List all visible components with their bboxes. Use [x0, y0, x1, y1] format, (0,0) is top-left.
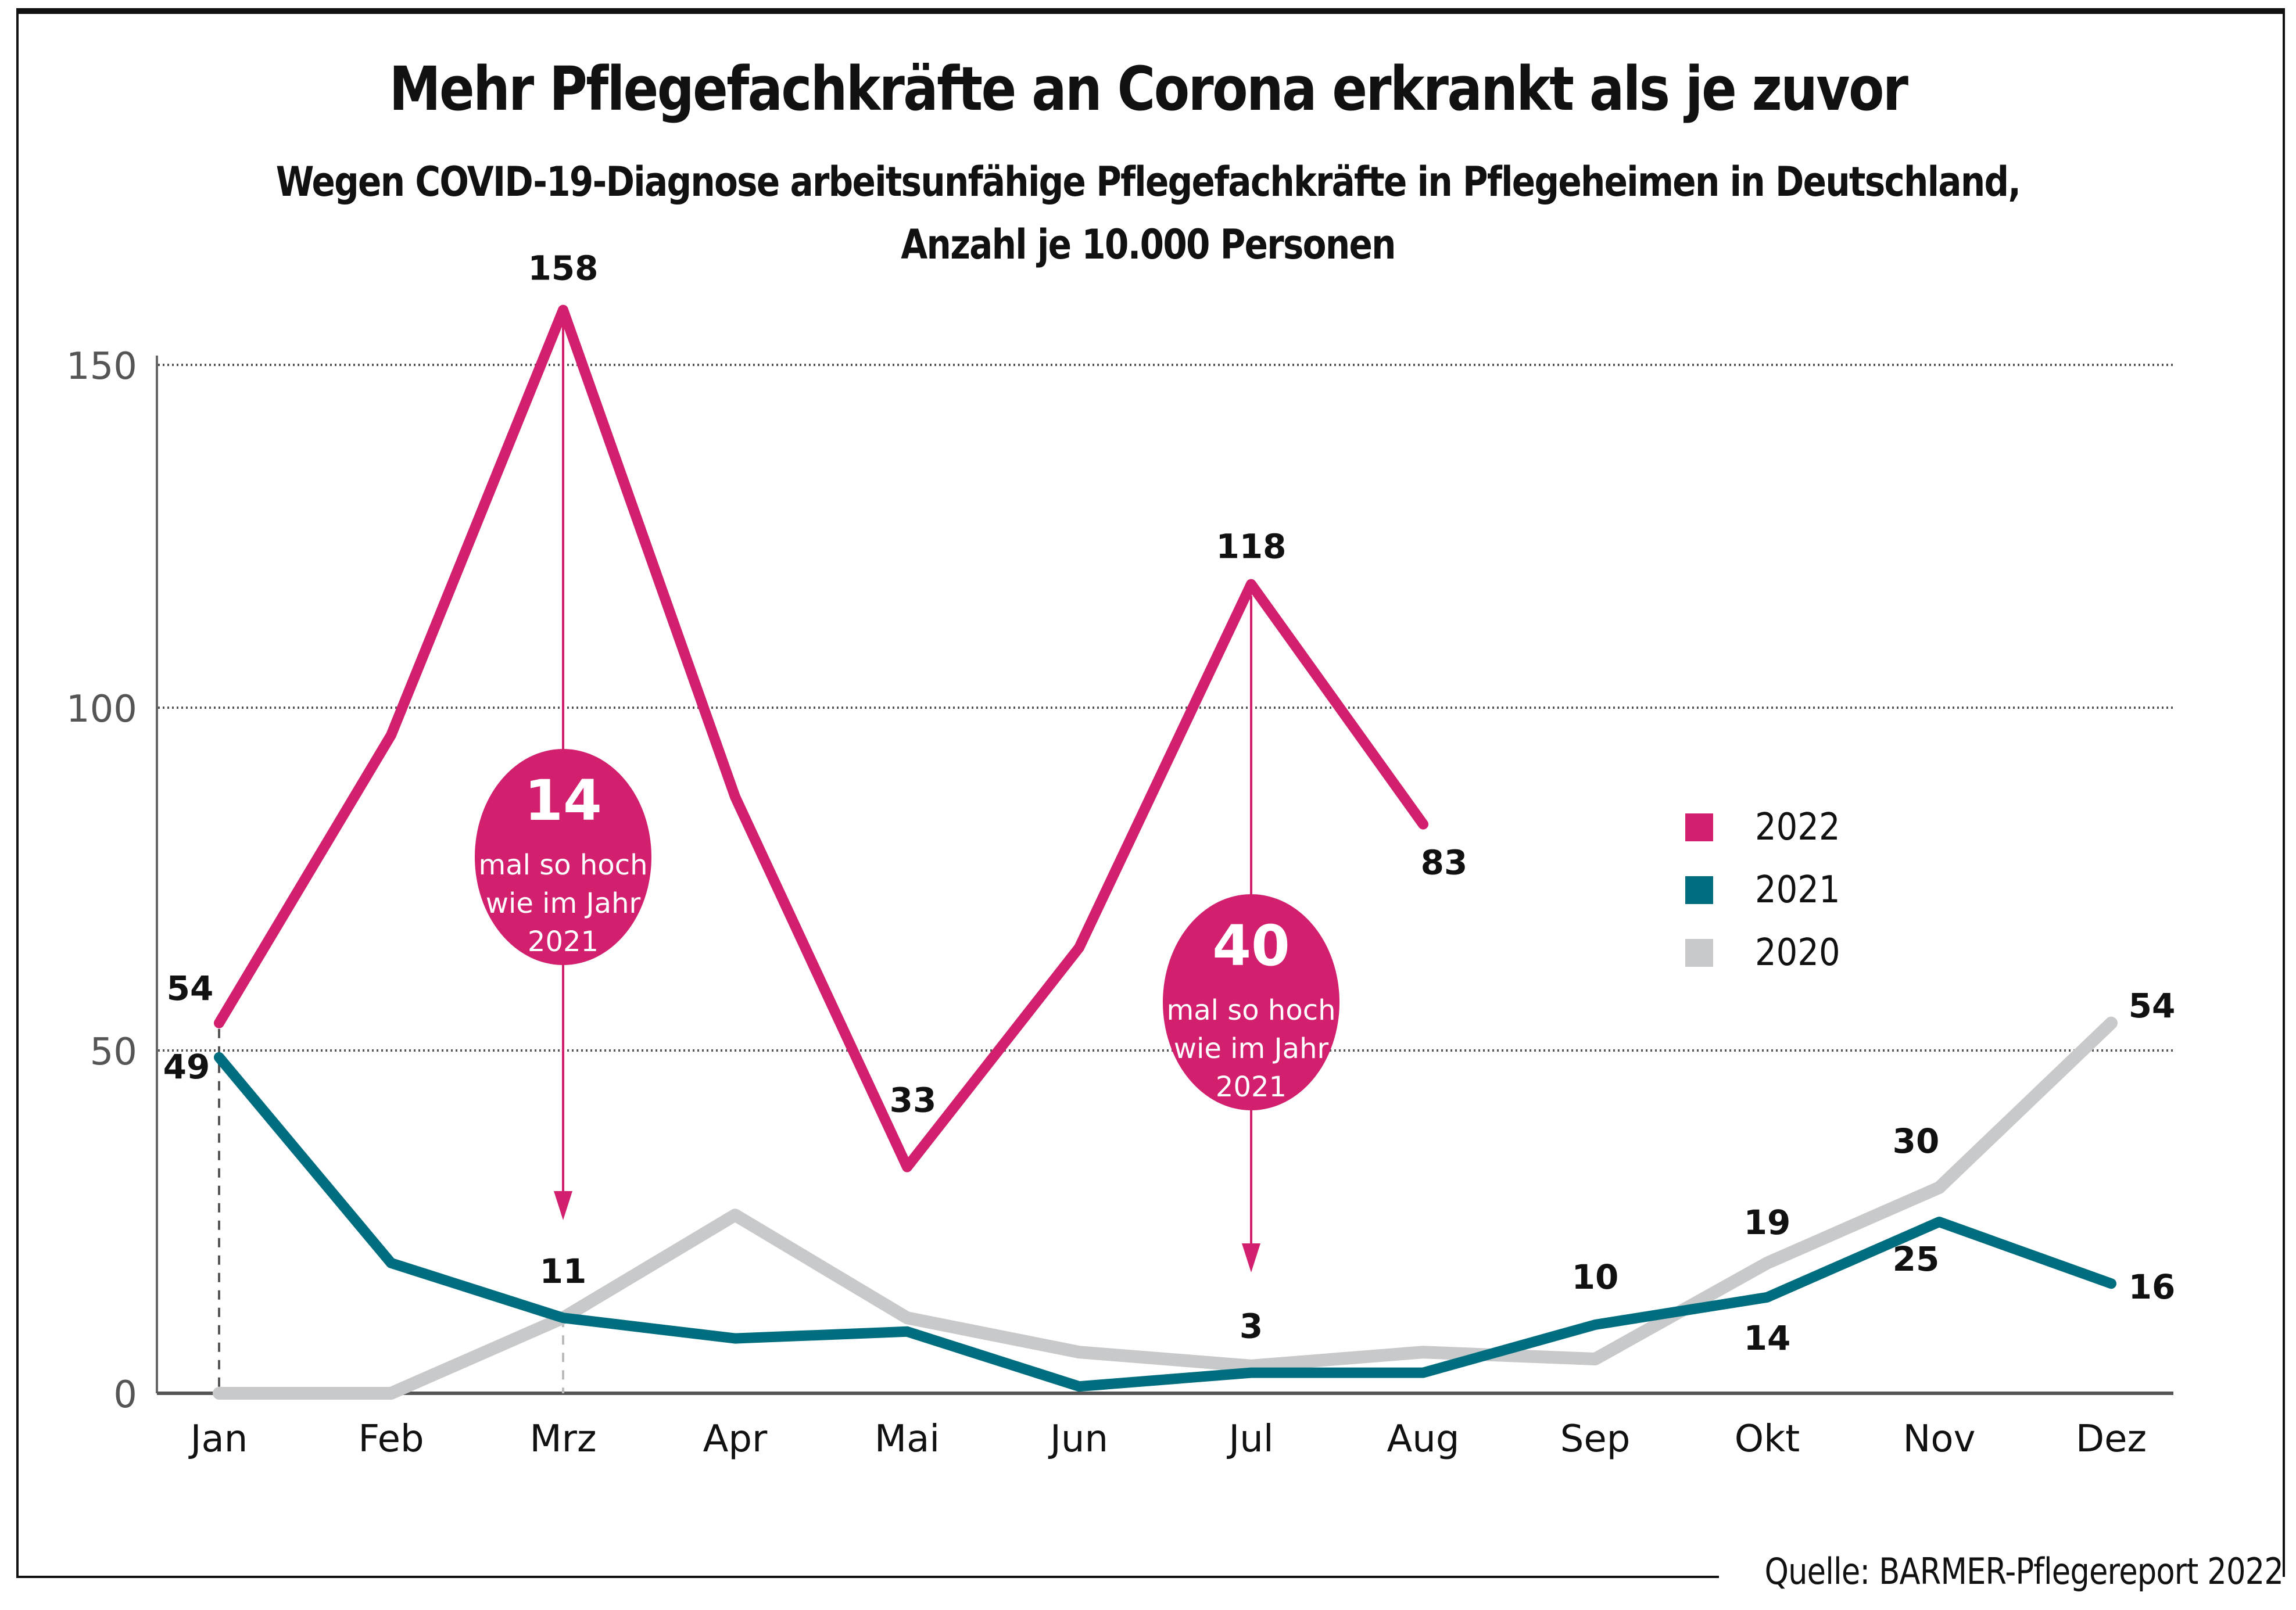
data-label-2022-Mai: 33 — [890, 1081, 937, 1120]
legend-swatch-2022 — [1685, 813, 1713, 841]
annotation-text-line: wie im Jahr — [486, 887, 641, 920]
annotation-factor: 40 — [1212, 913, 1290, 978]
x-tick-label-Mai: Mai — [875, 1418, 940, 1461]
data-label-2022-Aug: 83 — [1421, 843, 1468, 883]
y-tick-label: 50 — [90, 1031, 137, 1074]
annotation-text-line: 2021 — [528, 926, 599, 958]
series-line-2021 — [214, 1052, 2116, 1392]
y-tick-label: 100 — [66, 688, 137, 731]
chart-subtitle-line-1: Wegen COVID-19-Diagnose arbeitsunfähige … — [275, 158, 2021, 206]
series-line-2022 — [214, 304, 1428, 1172]
legend-item-2021: 2021 — [1685, 859, 1850, 921]
data-label-2022-Jan: 54 — [167, 969, 214, 1008]
annotation-text-line: mal so hoch — [479, 849, 648, 881]
legend-swatch-2020 — [1685, 939, 1713, 967]
x-tick-label-Jul: Jul — [1226, 1418, 1273, 1461]
data-label-2020-Dez: 54 — [2129, 986, 2176, 1025]
data-label-2021-Sep: 10 — [1572, 1257, 1619, 1297]
series-line-2020 — [213, 1016, 2118, 1400]
x-tick-label-Nov: Nov — [1903, 1418, 1976, 1461]
annotation-arrowhead-Jul — [1242, 1243, 1260, 1272]
x-tick-label-Jan: Jan — [188, 1418, 248, 1461]
data-label-2021-Jan: 49 — [163, 1047, 210, 1087]
legend-swatch-2021 — [1685, 876, 1713, 904]
legend-label-2022: 2022 — [1755, 806, 1840, 849]
y-tick-label: 150 — [66, 345, 137, 388]
legend-item-2020: 2020 — [1685, 921, 1850, 984]
annotation-text-line: mal so hoch — [1167, 994, 1336, 1027]
x-tick-label-Jun: Jun — [1048, 1418, 1108, 1461]
data-label-2022-Jul: 118 — [1216, 527, 1286, 566]
annotation-bubble-Jul — [1163, 894, 1339, 1110]
data-label-2020-Nov: 30 — [1893, 1121, 1940, 1161]
data-label-2022-Mrz: 158 — [528, 249, 598, 288]
annotation-text-line: 2021 — [1216, 1071, 1287, 1103]
x-tick-label-Okt: Okt — [1735, 1418, 1800, 1461]
x-tick-label-Aug: Aug — [1387, 1418, 1460, 1461]
data-label-2021-Okt: 14 — [1744, 1318, 1791, 1358]
annotation-factor: 14 — [524, 768, 602, 833]
data-label-2021-Mrz: 11 — [540, 1252, 587, 1291]
data-label-2021-Jul: 3 — [1240, 1307, 1263, 1346]
chart-subtitle-line-2: Anzahl je 10.000 Personen — [901, 221, 1396, 268]
data-label-2021-Dez: 16 — [2129, 1267, 2176, 1307]
annotation-bubble-Mrz — [475, 749, 651, 965]
chart-frame — [16, 8, 2285, 1577]
x-tick-label-Apr: Apr — [703, 1418, 768, 1461]
legend-label-2020: 2020 — [1755, 931, 1840, 974]
data-label-2020-Okt: 19 — [1744, 1203, 1791, 1242]
source-note: Quelle: BARMER-Pflegereport 2022 — [1764, 1550, 2283, 1593]
x-tick-label-Dez: Dez — [2076, 1418, 2147, 1461]
x-tick-label-Mrz: Mrz — [529, 1418, 596, 1461]
legend-label-2021: 2021 — [1755, 869, 1840, 912]
annotation-arrowhead-Mrz — [554, 1191, 572, 1220]
legend: 2022 2021 2020 — [1685, 796, 1850, 984]
legend-item-2022: 2022 — [1685, 796, 1850, 859]
footer-rule — [16, 1576, 1719, 1578]
data-label-2021-Nov: 25 — [1893, 1239, 1940, 1279]
x-tick-label-Feb: Feb — [358, 1418, 424, 1461]
x-tick-label-Sep: Sep — [1560, 1418, 1631, 1461]
y-tick-label: 0 — [113, 1374, 137, 1417]
chart-title: Mehr Pflegefachkräfte an Corona erkrankt… — [389, 53, 1908, 124]
annotation-text-line: wie im Jahr — [1174, 1032, 1329, 1065]
